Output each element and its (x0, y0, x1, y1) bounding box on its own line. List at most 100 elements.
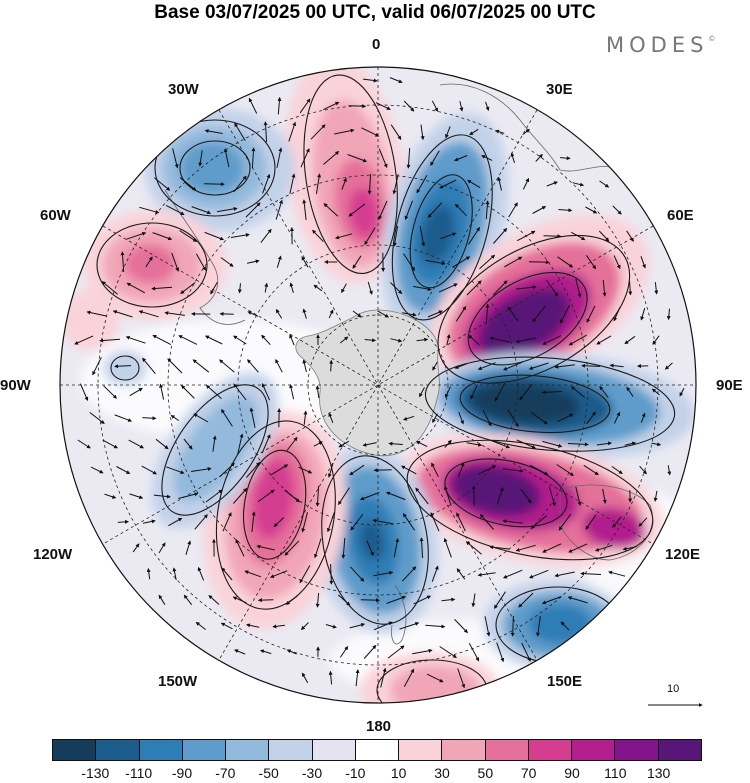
wind-arrow (594, 544, 613, 552)
wind-arrow (233, 383, 247, 401)
wind-arrow (468, 642, 480, 662)
wind-arrow (444, 439, 452, 448)
wind-arrow (495, 129, 505, 134)
wind-arrow (465, 541, 482, 555)
wind-arrow (494, 591, 506, 609)
wind-arrow (575, 278, 582, 298)
colorbar-segment (399, 740, 443, 760)
wind-arrow (485, 101, 490, 111)
wind-arrow (378, 200, 388, 220)
wind-arrow (328, 670, 333, 685)
wind-arrow (220, 257, 234, 267)
wind-arrow (497, 176, 502, 191)
wind-arrow (586, 305, 596, 323)
wind-arrow (583, 464, 599, 476)
wind-arrow (285, 595, 298, 605)
wind-arrow (507, 409, 519, 428)
wind-arrow (171, 252, 180, 272)
wind-arrow (430, 150, 440, 166)
wind-arrow (251, 147, 256, 169)
wind-arrow (541, 390, 562, 395)
positive-anomaly (252, 459, 295, 539)
wind-arrow (493, 227, 508, 244)
wind-arrow (142, 519, 156, 524)
lon-label-120e: 120E (665, 546, 701, 563)
wind-arrow (406, 147, 411, 169)
wind-arrow (246, 461, 261, 478)
wind-arrow (222, 512, 232, 532)
wind-arrow (323, 101, 340, 111)
wind-arrow (323, 203, 339, 217)
colorbar-segment (658, 740, 701, 760)
wind-arrow (77, 439, 91, 449)
wind-arrow (426, 673, 444, 683)
wind-arrow (284, 489, 300, 503)
wind-arrow (679, 387, 685, 397)
wind-arrow (585, 514, 597, 530)
wind-arrow (484, 616, 491, 637)
wind-arrow (288, 121, 297, 142)
wind-arrow (312, 229, 324, 243)
wind-arrow (388, 441, 403, 446)
wind-arrow (502, 519, 523, 524)
wind-arrow (492, 280, 508, 296)
wind-arrow (146, 568, 151, 580)
wind-arrow (466, 442, 483, 447)
wind-arrow (504, 256, 523, 268)
colorbar-tick-label: -50 (258, 765, 279, 781)
wind-arrow (567, 596, 588, 604)
wind-arrow (341, 177, 347, 190)
wind-arrow (205, 489, 223, 503)
wind-arrow (247, 359, 259, 373)
colorbar-tick-label: 10 (390, 765, 407, 781)
wind-arrow (546, 181, 558, 187)
wind-arrow (664, 362, 673, 370)
wind-arrow (117, 519, 129, 524)
wind-arrow (286, 436, 298, 451)
wind-arrow (416, 337, 429, 342)
wind-arrow (101, 281, 119, 295)
wind-arrow (86, 310, 107, 317)
colorbar-tick-label: -10 (345, 765, 366, 781)
wind-arrow (528, 569, 549, 579)
wind-arrow (508, 202, 518, 218)
wind-arrow (114, 364, 132, 369)
wind-arrow (431, 462, 439, 478)
wind-arrow (392, 226, 399, 247)
wind-arrow (367, 281, 373, 295)
wind-arrow (608, 570, 626, 577)
wind-arrow (373, 468, 392, 473)
wind-arrow (528, 362, 549, 370)
wind-arrow (116, 466, 131, 474)
wind-arrow (431, 100, 439, 112)
wind-arrow (494, 382, 506, 402)
wind-arrow (521, 642, 531, 662)
wind-arrow (185, 540, 192, 555)
wind-arrow (516, 285, 537, 290)
wind-arrow (666, 308, 671, 321)
wind-arrow (145, 256, 153, 268)
wind-arrow (598, 230, 610, 242)
wind-arrow (420, 124, 425, 141)
wind-arrow (471, 485, 476, 507)
wind-arrow (337, 594, 351, 606)
wind-arrow (204, 231, 225, 241)
wind-arrow (217, 206, 238, 213)
wind-arrow (602, 488, 607, 504)
wind-arrow (510, 615, 515, 637)
wind-arrow (235, 538, 245, 557)
wind-arrow (339, 645, 349, 658)
colorbar-segment (139, 740, 183, 760)
brand-name: MODES (606, 33, 709, 57)
wind-arrow (654, 282, 659, 295)
wind-arrow (132, 543, 140, 553)
wind-arrow (139, 206, 160, 214)
wind-arrow (412, 285, 432, 292)
wind-arrow (142, 416, 157, 421)
wind-arrow (237, 433, 244, 454)
wind-arrow (529, 464, 549, 476)
wind-arrow (193, 413, 209, 423)
negative-anomaly (173, 395, 259, 502)
wind-arrow (313, 538, 322, 559)
wind-arrow (575, 486, 582, 506)
